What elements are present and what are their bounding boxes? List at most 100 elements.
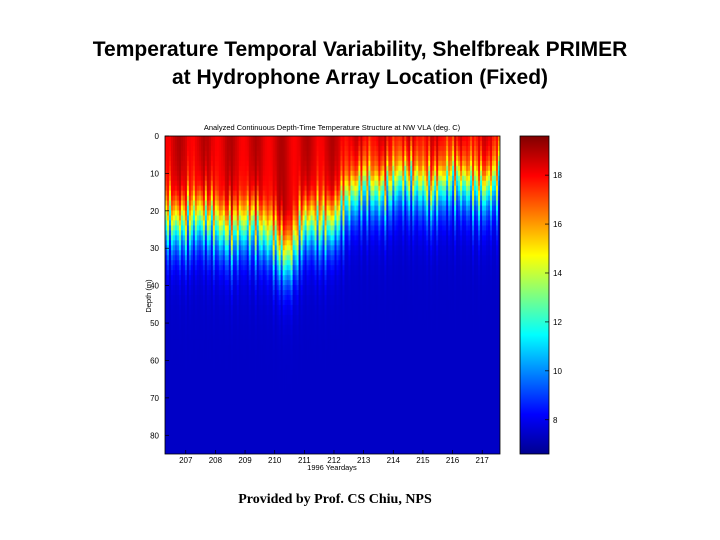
heatmap-cell	[226, 230, 230, 236]
heatmap-cell	[176, 439, 180, 445]
heatmap-cell	[186, 210, 190, 217]
heatmap-cell	[298, 145, 302, 152]
heatmap-cell	[208, 230, 212, 236]
heatmap-cell	[236, 270, 240, 276]
heatmap-cell	[276, 304, 280, 311]
heatmap-cell	[216, 170, 220, 177]
heatmap-cell	[202, 165, 206, 172]
heatmap-cell	[224, 190, 228, 197]
heatmap-cell	[264, 205, 268, 212]
heatmap-cell	[292, 449, 296, 454]
heatmap-cell	[186, 185, 190, 192]
heatmap-cell	[208, 160, 212, 167]
heatmap-cell	[240, 329, 244, 336]
heatmap-cell	[288, 394, 292, 400]
heatmap-cell	[218, 280, 222, 286]
heatmap-cell	[200, 319, 204, 326]
heatmap-cell	[196, 140, 200, 147]
heatmap-cell	[194, 155, 198, 162]
heatmap-cell	[188, 349, 192, 356]
heatmap-cell	[280, 210, 284, 217]
heatmap-cell	[238, 319, 242, 326]
heatmap-cell	[298, 235, 302, 241]
heatmap-cell	[224, 230, 228, 236]
heatmap-cell	[280, 344, 284, 351]
heatmap-cell	[264, 349, 268, 356]
heatmap-cell	[302, 314, 306, 321]
heatmap-cell	[296, 314, 300, 321]
heatmap-cell	[244, 349, 248, 356]
heatmap-cell	[192, 165, 196, 172]
heatmap-cell	[290, 170, 294, 177]
heatmap-cell	[184, 240, 188, 246]
heatmap-cell	[268, 290, 272, 296]
heatmap-cell	[168, 165, 172, 172]
heatmap-cell	[252, 359, 256, 366]
heatmap-cell	[192, 299, 196, 306]
heatmap-cell	[252, 299, 256, 306]
heatmap-cell	[226, 424, 230, 430]
heatmap-cell	[252, 190, 256, 197]
heatmap-cell	[170, 205, 174, 212]
heatmap-cell	[312, 190, 316, 197]
heatmap-cell	[252, 240, 256, 246]
heatmap-cell	[252, 136, 256, 142]
heatmap-cell	[222, 290, 226, 296]
heatmap-cell	[180, 364, 184, 371]
heatmap-cell	[198, 280, 202, 286]
heatmap-cell	[244, 324, 248, 331]
heatmap-cell	[266, 329, 270, 336]
heatmap-cell	[230, 205, 234, 212]
heatmap-cell	[294, 429, 298, 435]
heatmap-cell	[312, 359, 316, 366]
heatmap-cell	[292, 349, 296, 356]
heatmap-cell	[276, 145, 280, 152]
heatmap-cell	[278, 190, 282, 197]
heatmap-cell	[316, 354, 320, 361]
heatmap-cell	[296, 409, 300, 415]
heatmap-cell	[230, 240, 234, 246]
heatmap-cell	[165, 419, 168, 425]
heatmap-cell	[204, 349, 208, 356]
heatmap-cell	[266, 170, 270, 177]
heatmap-cell	[190, 245, 194, 251]
heatmap-cell	[165, 399, 168, 405]
heatmap-cell	[254, 414, 258, 420]
heatmap-cell	[262, 309, 266, 316]
heatmap-cell	[304, 324, 308, 331]
heatmap-cell	[276, 200, 280, 207]
heatmap-cell	[284, 145, 288, 152]
heatmap-cell	[232, 200, 236, 207]
heatmap-cell	[234, 374, 238, 381]
heatmap-cell	[306, 319, 310, 326]
heatmap-cell	[252, 334, 256, 341]
heatmap-cell	[210, 275, 214, 281]
heatmap-cell	[244, 444, 248, 450]
heatmap-cell	[272, 364, 276, 371]
heatmap-cell	[282, 235, 286, 241]
heatmap-cell	[190, 260, 194, 266]
heatmap-cell	[182, 210, 186, 217]
heatmap-cell	[246, 175, 250, 182]
heatmap-cell	[244, 309, 248, 316]
heatmap-cell	[274, 449, 278, 454]
heatmap-cell	[314, 170, 318, 177]
heatmap-cell	[230, 165, 234, 172]
heatmap-cell	[232, 225, 236, 232]
heatmap-cell	[176, 379, 180, 386]
heatmap-cell	[246, 140, 250, 147]
heatmap-cell	[198, 180, 202, 187]
heatmap-cell	[212, 369, 216, 376]
heatmap-cell	[268, 319, 272, 326]
heatmap-cell	[232, 364, 236, 371]
heatmap-cell	[286, 399, 290, 405]
heatmap-cell	[218, 369, 222, 376]
heatmap-cell	[172, 275, 176, 281]
heatmap-cell	[318, 170, 322, 177]
heatmap-cell	[176, 280, 180, 286]
heatmap-cell	[260, 136, 264, 142]
heatmap-cell	[214, 394, 218, 400]
heatmap-cell	[258, 429, 262, 435]
heatmap-cell	[282, 165, 286, 172]
heatmap-cell	[190, 265, 194, 271]
